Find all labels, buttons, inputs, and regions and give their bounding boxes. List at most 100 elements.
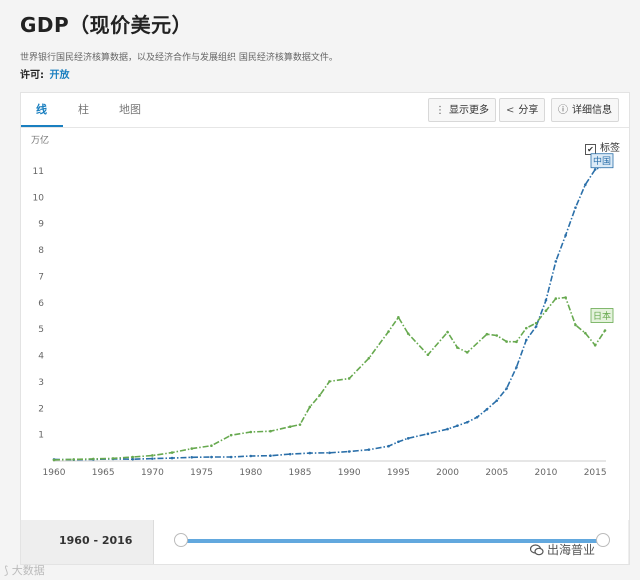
series-1-point[interactable] xyxy=(485,332,489,336)
series-1-point[interactable] xyxy=(269,429,272,433)
license-link[interactable]: 开放 xyxy=(49,70,70,81)
series-0-point[interactable] xyxy=(574,206,577,209)
series-0-point[interactable] xyxy=(249,454,253,458)
share-label: 分享 xyxy=(518,105,539,116)
series-0-point[interactable] xyxy=(475,415,479,419)
tab-line[interactable]: 线 xyxy=(36,103,47,116)
range-slider[interactable] xyxy=(154,520,628,564)
series-1-point[interactable] xyxy=(564,296,567,299)
series-1-point[interactable] xyxy=(347,377,351,380)
x-tick-label: 1975 xyxy=(190,468,213,478)
series-1-point[interactable] xyxy=(131,455,135,459)
series-1-point[interactable] xyxy=(544,309,548,313)
series-0-point[interactable] xyxy=(406,437,410,440)
series-1-point[interactable] xyxy=(524,326,528,330)
tab-bar[interactable]: 柱 xyxy=(78,103,89,116)
series-0-point[interactable] xyxy=(210,455,213,459)
y-tick-label: 11 xyxy=(33,167,44,177)
series-1-point[interactable] xyxy=(456,346,459,349)
series-0-point[interactable] xyxy=(170,456,174,460)
series-1-point[interactable] xyxy=(534,321,538,325)
series-line-0[interactable] xyxy=(53,164,606,461)
series-1-point[interactable] xyxy=(298,423,302,426)
series-0-point[interactable] xyxy=(308,451,312,455)
series-0-point[interactable] xyxy=(269,454,272,458)
series-0-point[interactable] xyxy=(515,366,518,369)
slider-start-handle[interactable] xyxy=(174,533,188,547)
series-0-point[interactable] xyxy=(229,455,233,459)
series-0-point[interactable] xyxy=(593,168,597,171)
label-checkbox[interactable]: ✔ xyxy=(585,144,596,155)
slider-end-handle[interactable] xyxy=(596,533,610,547)
series-1-point[interactable] xyxy=(397,316,400,319)
series-1-point[interactable] xyxy=(554,297,558,300)
series-1-point[interactable] xyxy=(367,356,371,360)
series-0-point[interactable] xyxy=(564,234,567,237)
series-1-point[interactable] xyxy=(426,353,430,357)
series-1-point[interactable] xyxy=(52,458,56,462)
line-chart: 万亿 1 2 3 4 5 6 7 8 9 10 11 1960 1965 1970 1975 1980 198… xyxy=(31,134,614,478)
series-0-point[interactable] xyxy=(495,399,499,402)
series-1-point[interactable] xyxy=(465,351,469,354)
series-0-point[interactable] xyxy=(465,420,469,424)
series-1-point[interactable] xyxy=(151,454,154,457)
series-1-point[interactable] xyxy=(210,444,213,448)
series-1-point[interactable] xyxy=(387,330,390,333)
series-label: 日本 xyxy=(593,310,611,322)
series-0-point[interactable] xyxy=(485,408,489,411)
series-0-point[interactable] xyxy=(426,432,430,436)
series-1-point[interactable] xyxy=(505,340,508,343)
series-0-point[interactable] xyxy=(328,451,331,455)
series-1-point[interactable] xyxy=(603,329,607,332)
show-more-button[interactable]: ⋮ 显示更多 xyxy=(428,98,496,122)
range-slider-bar: 1960 - 2016 xyxy=(20,520,630,565)
x-tick-label: 1980 xyxy=(239,468,262,478)
series-1-point[interactable] xyxy=(318,394,321,397)
series-1-point[interactable] xyxy=(249,430,253,434)
series-0-point[interactable] xyxy=(456,424,459,427)
series-0-point[interactable] xyxy=(397,440,400,444)
series-1-point[interactable] xyxy=(495,334,499,337)
series-1-point[interactable] xyxy=(328,380,331,383)
y-tick-label: 3 xyxy=(38,378,44,388)
series-1-point[interactable] xyxy=(574,323,577,327)
slider-track[interactable] xyxy=(184,539,604,543)
x-tick-label: 1985 xyxy=(289,468,312,478)
series-line-1[interactable] xyxy=(53,296,606,461)
series-0-point[interactable] xyxy=(544,298,548,302)
series-0-point[interactable] xyxy=(151,457,154,460)
label-toggle[interactable]: ✔ 标签 xyxy=(585,139,620,155)
series-0-point[interactable] xyxy=(347,450,351,453)
series-0-point[interactable] xyxy=(288,452,292,456)
series-1-point[interactable] xyxy=(288,425,292,429)
series-1-point[interactable] xyxy=(92,457,95,461)
series-0-point[interactable] xyxy=(505,387,508,390)
share-button[interactable]: < 分享 xyxy=(499,98,546,122)
series-0-point[interactable] xyxy=(387,444,390,448)
tab-map[interactable]: 地图 xyxy=(119,103,141,116)
series-0-point[interactable] xyxy=(190,456,194,459)
chart-card: 线 柱 地图 ⋮ 显示更多 < 分享 ⓘ 详细信息 ✔ 标签 万亿 1 2 3 4 5 6 7 8 9 1… xyxy=(20,92,630,522)
details-button[interactable]: ⓘ 详细信息 xyxy=(551,98,619,122)
series-1-point[interactable] xyxy=(72,458,75,461)
series-0-point[interactable] xyxy=(131,457,135,461)
series-1-point[interactable] xyxy=(406,332,410,335)
series-1-point[interactable] xyxy=(170,451,174,454)
series-0-point[interactable] xyxy=(554,260,558,263)
series-1-point[interactable] xyxy=(229,433,233,437)
series-0-point[interactable] xyxy=(367,448,371,451)
series-0-point[interactable] xyxy=(446,427,449,431)
series-0-point[interactable] xyxy=(524,338,528,342)
series-1-point[interactable] xyxy=(515,340,518,344)
x-tick-label: 1970 xyxy=(141,468,164,478)
series-0-point[interactable] xyxy=(584,183,587,187)
series-1-point[interactable] xyxy=(111,457,115,460)
series-1-point[interactable] xyxy=(446,330,449,334)
x-tick-label: 2015 xyxy=(584,468,607,478)
series-1-point[interactable] xyxy=(584,331,587,335)
series-0-point[interactable] xyxy=(534,325,538,328)
series-1-point[interactable] xyxy=(593,343,597,347)
source-note: 世界银行国民经济核算数据，以及经济合作与发展组织 国民经济核算数据文件。 xyxy=(20,53,338,63)
series-1-point[interactable] xyxy=(308,405,312,409)
series-1-point[interactable] xyxy=(190,447,194,450)
